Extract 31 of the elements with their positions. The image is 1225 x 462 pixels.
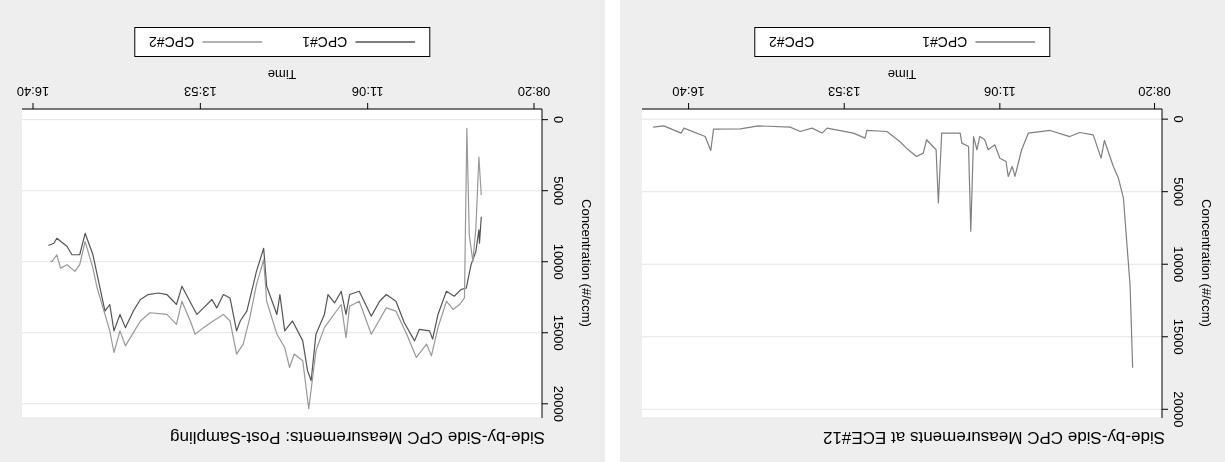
line-series: [49, 127, 482, 410]
x-tick-label: 08:20: [517, 83, 551, 99]
x-tick-label: 13:53: [184, 83, 217, 99]
text: CPC#2: [768, 34, 814, 50]
text: Side-by-Side CPC Measurements at ECE#12: [822, 427, 1165, 447]
x-axis-title: Time: [267, 66, 297, 82]
x-tick-label: 11:06: [351, 83, 384, 99]
y-tick-label: 10000: [1170, 246, 1186, 283]
y-tick-label: 0: [550, 116, 566, 124]
y-tick-label: 10000: [550, 243, 566, 280]
y-tick-label: 15000: [550, 314, 566, 351]
line-series: [47, 216, 482, 382]
x-axis-title: Time: [887, 66, 917, 82]
y-axis-title: Concentration (#/ccm): [1198, 199, 1214, 327]
y-tick-label: 5000: [1170, 177, 1186, 207]
x-tick-label: 11:06: [984, 83, 1016, 99]
y-tick-label: 20000: [1170, 391, 1186, 428]
y-tick-label: 0: [1170, 115, 1186, 123]
line-series: [652, 125, 1134, 369]
x-tick-label: 16:40: [16, 83, 50, 99]
legend-label: CPC#1: [302, 34, 348, 50]
y-tick-label: 5000: [550, 176, 566, 206]
y-tick-label: 20000: [550, 385, 566, 422]
y-axis-title: Concentration (#/ccm): [578, 199, 594, 327]
text: Side-by-Side CPC Measurements: Post-Sampling: [169, 427, 545, 447]
x-tick-label: 16:40: [672, 83, 705, 99]
y-tick-label: 15000: [1170, 318, 1186, 355]
legend-label: CPC#2: [148, 34, 194, 50]
x-tick-label: 08:20: [1138, 83, 1171, 99]
legend-label: CPC#1: [922, 34, 968, 50]
x-tick-label: 13:53: [827, 83, 861, 99]
